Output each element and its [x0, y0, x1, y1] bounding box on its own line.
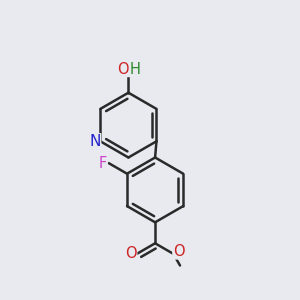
Text: O: O	[117, 61, 129, 76]
Text: O: O	[173, 244, 184, 259]
Text: F: F	[99, 156, 107, 171]
Text: N: N	[89, 134, 100, 149]
Text: H: H	[130, 61, 140, 76]
Text: O: O	[125, 246, 137, 261]
